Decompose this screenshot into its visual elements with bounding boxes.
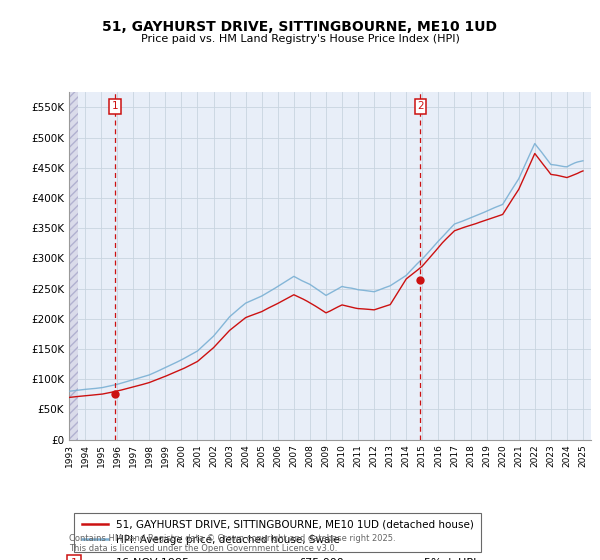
Text: £75,000: £75,000: [299, 558, 344, 560]
Text: 1: 1: [71, 558, 78, 560]
Text: Contains HM Land Registry data © Crown copyright and database right 2025.
This d: Contains HM Land Registry data © Crown c…: [69, 534, 395, 553]
Text: Price paid vs. HM Land Registry's House Price Index (HPI): Price paid vs. HM Land Registry's House …: [140, 34, 460, 44]
Text: 1: 1: [112, 101, 119, 111]
Text: 51, GAYHURST DRIVE, SITTINGBOURNE, ME10 1UD: 51, GAYHURST DRIVE, SITTINGBOURNE, ME10 …: [103, 20, 497, 34]
Bar: [69, 92, 79, 440]
Legend: 51, GAYHURST DRIVE, SITTINGBOURNE, ME10 1UD (detached house), HPI: Average price: 51, GAYHURST DRIVE, SITTINGBOURNE, ME10 …: [74, 512, 481, 552]
Text: 5% ↓ HPI: 5% ↓ HPI: [424, 558, 476, 560]
Text: 16-NOV-1995: 16-NOV-1995: [116, 558, 190, 560]
Text: 2: 2: [417, 101, 424, 111]
